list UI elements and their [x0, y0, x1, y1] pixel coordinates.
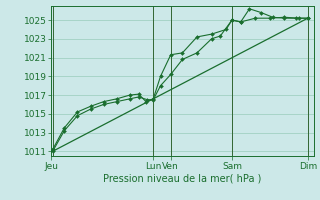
X-axis label: Pression niveau de la mer( hPa ): Pression niveau de la mer( hPa )	[103, 173, 261, 183]
